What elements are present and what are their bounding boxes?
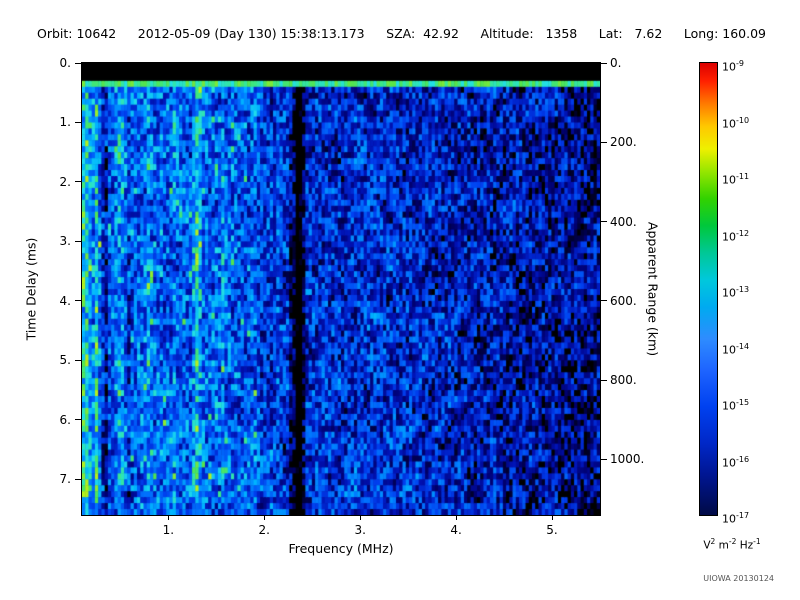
colorbar-tick-label: 10-11 xyxy=(722,172,750,187)
time-delay-axis-label: Time Delay (ms) xyxy=(23,237,39,341)
credit-text: UIOWA 20130124 xyxy=(703,574,774,583)
y-tick-mark xyxy=(75,300,81,302)
x-tick-label: 2. xyxy=(258,523,270,537)
apparent-range-axis-label: Apparent Range (km) xyxy=(645,221,661,357)
range-tick-label: 1000. xyxy=(610,452,645,467)
y-tick-label: 2. xyxy=(59,174,71,189)
range-tick-label: 800. xyxy=(610,373,637,388)
y-tick-label: 7. xyxy=(59,472,71,487)
x-tick-label: 3. xyxy=(354,523,366,537)
header-field: Orbit: 10642 xyxy=(37,26,117,41)
y-tick-mark xyxy=(75,359,81,361)
range-tick-mark xyxy=(601,379,607,381)
range-tick-label: 600. xyxy=(610,293,637,308)
range-tick-mark xyxy=(601,221,607,223)
colorbar-tick-label: 10-13 xyxy=(722,285,750,300)
y-tick-mark xyxy=(75,419,81,421)
y-tick-label: 3. xyxy=(59,234,71,249)
colorbar-tick-label: 10-16 xyxy=(722,454,750,470)
range-tick-mark xyxy=(601,300,607,302)
y-tick-label: 6. xyxy=(59,412,71,427)
range-tick-label: 400. xyxy=(610,214,637,229)
x-tick-mark xyxy=(167,515,169,520)
frequency-axis-label: Frequency (MHz) xyxy=(288,541,394,556)
x-tick-mark xyxy=(263,515,265,520)
colorbar-tick-label: 10-14 xyxy=(722,341,750,357)
header-field: 2012-05-09 (Day 130) 15:38:13.173 xyxy=(137,26,365,41)
x-tick-label: 5. xyxy=(546,523,558,537)
range-tick-mark xyxy=(601,141,607,143)
colorbar-unit-label: V2 m-2 Hz-1 xyxy=(703,537,761,552)
header-field: Altitude: 1358 xyxy=(480,26,578,41)
ionogram-canvas xyxy=(82,63,600,515)
range-tick-label: 0. xyxy=(610,56,622,70)
y-tick-mark xyxy=(75,478,81,480)
x-tick-mark xyxy=(455,515,457,520)
x-tick-label: 1. xyxy=(162,523,175,537)
x-tick-mark xyxy=(551,515,553,520)
y-tick-label: 5. xyxy=(59,353,71,368)
y-tick-mark xyxy=(75,240,81,242)
colorbar-tick-label: 10-15 xyxy=(722,398,750,413)
range-tick-mark xyxy=(601,458,607,460)
x-tick-mark xyxy=(359,515,361,520)
colorbar-tick-label: 10-9 xyxy=(722,59,744,74)
plot-area xyxy=(81,62,601,516)
y-tick-label: 4. xyxy=(59,293,71,308)
colorbar-tick-label: 10-10 xyxy=(722,115,750,131)
header-field: Lat: 7.62 xyxy=(598,26,663,41)
y-tick-label: 1. xyxy=(59,115,71,130)
colorbar-gradient xyxy=(699,62,718,516)
y-tick-label: 0. xyxy=(59,56,71,70)
colorbar-tick-label: 10-17 xyxy=(722,511,750,526)
y-tick-mark xyxy=(75,181,81,183)
header-info: Orbit: 10642 2012-05-09 (Day 130) 15:38:1… xyxy=(37,26,766,41)
range-tick-mark xyxy=(601,62,607,64)
header-field: SZA: 42.92 xyxy=(386,26,459,41)
x-tick-label: 4. xyxy=(450,523,462,537)
range-tick-label: 200. xyxy=(610,135,637,150)
y-tick-mark xyxy=(75,121,81,123)
header-field: Long: 160.09 xyxy=(683,26,766,41)
colorbar-tick-label: 10-12 xyxy=(722,228,750,244)
y-tick-mark xyxy=(75,62,81,64)
